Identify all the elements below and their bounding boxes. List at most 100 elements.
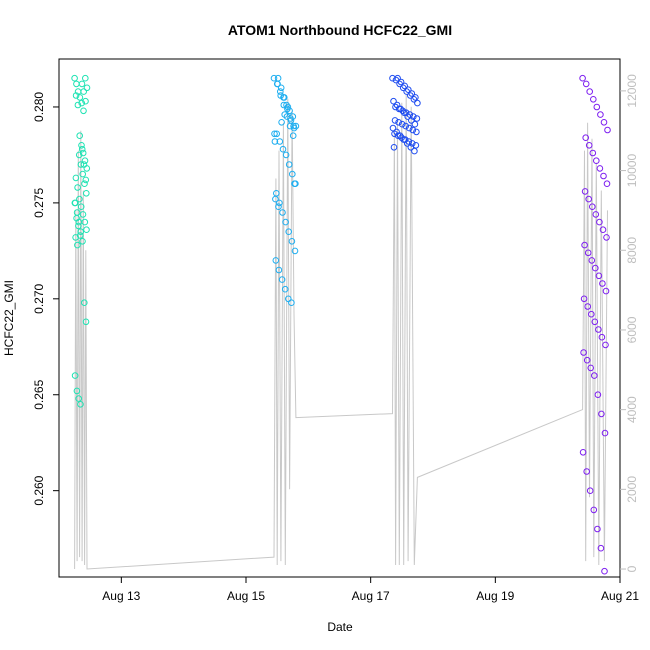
data-point xyxy=(79,170,86,178)
data-point xyxy=(583,468,591,475)
data-point xyxy=(73,209,81,216)
data-point xyxy=(272,257,280,264)
data-point xyxy=(579,449,587,456)
data-point xyxy=(586,88,594,95)
data-point xyxy=(602,341,609,349)
y-tick-label: 0.270 xyxy=(32,283,46,313)
data-point xyxy=(71,199,79,207)
data-point xyxy=(73,80,80,88)
data-point xyxy=(603,180,611,187)
y-tick-label: 0.265 xyxy=(32,379,46,409)
data-point xyxy=(77,228,84,235)
data-point xyxy=(587,364,595,372)
data-point xyxy=(280,101,288,109)
data-point xyxy=(393,101,401,109)
data-point xyxy=(289,132,297,139)
data-point xyxy=(580,349,587,356)
series-3 xyxy=(389,74,421,155)
y-tick-label: 0.260 xyxy=(32,475,46,505)
data-point xyxy=(285,161,293,168)
data-points xyxy=(71,74,611,575)
data-point xyxy=(600,172,607,180)
y2-tick-label: 6000 xyxy=(625,316,639,343)
data-point xyxy=(590,96,597,103)
data-point xyxy=(394,132,402,139)
data-point xyxy=(604,126,611,134)
y2-tick-label: 8000 xyxy=(625,237,639,264)
series-4 xyxy=(579,74,611,575)
data-point xyxy=(278,276,286,283)
data-point xyxy=(275,203,282,210)
x-tick-label: Aug 19 xyxy=(476,589,514,603)
data-point xyxy=(74,241,81,249)
data-point xyxy=(278,119,285,126)
data-point xyxy=(413,115,421,122)
data-point xyxy=(77,401,84,408)
data-point xyxy=(588,310,595,318)
data-point xyxy=(82,97,89,105)
data-point xyxy=(76,94,84,101)
data-point xyxy=(78,99,85,107)
data-point xyxy=(282,218,289,226)
data-point xyxy=(414,99,421,107)
data-point xyxy=(78,142,85,149)
data-point xyxy=(73,387,81,395)
data-point xyxy=(78,145,86,153)
data-point xyxy=(389,74,396,82)
data-point xyxy=(82,74,89,82)
data-point xyxy=(592,211,600,218)
data-point xyxy=(585,195,593,203)
data-point xyxy=(75,222,82,230)
y2-tick-label: 2000 xyxy=(625,476,639,503)
x-tick-label: Aug 21 xyxy=(601,589,639,603)
data-point xyxy=(400,136,408,143)
data-point xyxy=(591,372,598,379)
data-point xyxy=(404,113,412,120)
data-point xyxy=(83,165,91,172)
data-point xyxy=(71,372,79,379)
data-point xyxy=(411,120,419,128)
data-point xyxy=(275,266,283,274)
data-point xyxy=(602,287,610,295)
data-point xyxy=(394,74,401,82)
data-point xyxy=(72,92,80,99)
data-point xyxy=(402,109,410,116)
data-point xyxy=(580,295,588,303)
data-point xyxy=(277,92,285,99)
plot-border xyxy=(58,58,621,578)
data-point xyxy=(73,214,80,222)
data-point xyxy=(291,180,298,187)
chart-title: ATOM1 Northbound HCFC22_GMI xyxy=(228,22,452,38)
data-point xyxy=(581,188,589,195)
data-point xyxy=(76,195,83,203)
data-point xyxy=(75,395,82,402)
data-point xyxy=(81,157,89,164)
data-point xyxy=(274,80,281,88)
data-point xyxy=(595,272,603,280)
data-point xyxy=(591,318,599,326)
data-point xyxy=(403,140,411,147)
data-point xyxy=(391,117,399,124)
data-point xyxy=(406,124,413,132)
data-point xyxy=(584,249,592,257)
data-point xyxy=(284,105,291,113)
data-point xyxy=(599,226,607,233)
data-point xyxy=(390,97,397,105)
y2-tick-label: 10000 xyxy=(625,154,639,188)
altitude-line xyxy=(74,94,608,570)
data-point xyxy=(405,86,412,93)
data-point xyxy=(585,142,593,149)
data-point xyxy=(271,138,279,145)
data-point xyxy=(593,157,600,164)
data-point xyxy=(77,161,85,168)
y-axis-left: 0.260 0.265 0.270 0.275 0.280 xyxy=(32,92,59,506)
data-point xyxy=(72,174,80,182)
data-point xyxy=(397,105,404,113)
data-point xyxy=(80,88,87,95)
data-point xyxy=(396,132,404,139)
data-point xyxy=(81,180,88,187)
data-point xyxy=(400,109,408,116)
y-tick-label: 0.275 xyxy=(32,188,46,218)
data-point xyxy=(74,184,81,191)
x-tick-label: Aug 13 xyxy=(102,589,140,603)
